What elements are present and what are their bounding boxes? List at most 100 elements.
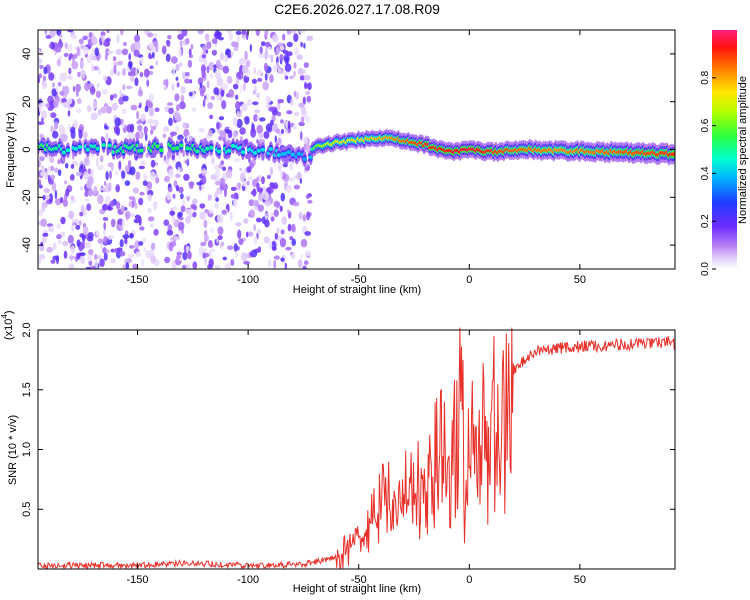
x-tick-label: 0 [466, 574, 472, 586]
spectrogram-cell [263, 62, 268, 72]
spectrogram-cell [153, 228, 159, 236]
spectrogram-cell [38, 48, 41, 58]
spectrogram-cell [119, 250, 126, 257]
spectrogram-cell [95, 146, 100, 151]
spectrogram-cell [67, 110, 71, 117]
spectrogram-cell [300, 116, 305, 124]
spectrogram-cell [253, 114, 258, 122]
spectrogram-cell [91, 56, 98, 61]
spectrogram-cell [86, 236, 94, 242]
spectrogram-cell [82, 234, 86, 242]
spectrogram-cell [147, 193, 152, 202]
spectrogram-cell [54, 189, 58, 200]
spectrogram-cell [264, 73, 268, 81]
spectrogram-cell [51, 88, 57, 97]
spectrogram-cell [233, 243, 238, 252]
spectrogram-cell [259, 134, 265, 139]
spectrogram-cell [127, 253, 135, 259]
spectrogram-cell [61, 150, 67, 155]
spectrogram-cell [41, 235, 47, 244]
spectrogram-cell [240, 84, 243, 94]
spectrogram-cell [208, 61, 215, 71]
spectrogram-cell [124, 211, 131, 219]
spectrogram-cell [184, 78, 191, 84]
spectrogram-cell [206, 65, 210, 74]
spectrogram-cell [75, 89, 79, 98]
spectrogram-cell [256, 139, 259, 144]
spectrogram-cell [304, 250, 312, 257]
y-tick-label: 1.5 [21, 382, 33, 397]
spectrogram-cell [293, 70, 296, 77]
spectrogram-cell [251, 78, 257, 84]
spectrogram-cell [172, 66, 176, 76]
spectrogram-cell [293, 62, 297, 69]
spectrogram-cell [189, 79, 193, 84]
spectrogram-cell [203, 58, 207, 67]
spectrogram-cell [103, 252, 108, 261]
spectrogram-cell [154, 162, 158, 166]
spectrogram-cell [84, 156, 89, 165]
spectrogram-cell [244, 253, 251, 258]
spectrogram-cell [266, 54, 271, 59]
spectrogram-cell [300, 131, 303, 141]
spectrogram-cell [186, 196, 190, 202]
spectrogram-cell [71, 222, 75, 227]
spectrogram-cell [115, 184, 120, 193]
spectrogram-cell [76, 239, 81, 247]
spectrogram-cell [150, 159, 156, 168]
spectrogram-cell [118, 96, 124, 105]
y-tick-label: 0 [21, 146, 33, 152]
spectrogram-cell [252, 90, 256, 95]
spectrogram-cell [196, 181, 203, 186]
spectrogram-cell [289, 162, 294, 171]
spectrogram-cell [103, 103, 108, 108]
spectrogram-cell [40, 110, 48, 120]
spectrogram-cell [122, 84, 126, 91]
spectrogram-cell [265, 46, 268, 56]
spectrogram-cell [155, 177, 160, 184]
spectrogram-cell [216, 213, 224, 224]
spectrogram-cell [270, 212, 275, 218]
spectrogram-cell [247, 99, 252, 107]
spectrogram-cell [134, 214, 141, 220]
spectrogram-cell [116, 71, 121, 76]
top-x-axis-label: Height of straight line (km) [293, 284, 421, 296]
spectrogram-cell [185, 37, 190, 45]
spectrogram-cell [41, 166, 46, 173]
spectrogram-cell [257, 77, 263, 82]
spectrogram-cell [285, 246, 292, 251]
spectrogram-cell [143, 68, 150, 78]
spectrogram-cell [55, 45, 62, 53]
spectrogram-cell [235, 30, 242, 35]
spectrogram-cell [148, 93, 155, 102]
spectrogram-cell [153, 201, 158, 210]
spectrogram-cell [118, 160, 122, 170]
spectrogram-cell [306, 211, 311, 221]
y-tick-label: 40 [21, 48, 33, 60]
spectrogram-cell [103, 228, 107, 236]
spectrogram-cell [300, 238, 308, 248]
spectrogram-cell [243, 75, 250, 84]
spectrogram-cell [231, 41, 238, 48]
spectrogram-cell [124, 237, 128, 245]
spectrogram-cell [107, 234, 114, 240]
spectrogram-cell [115, 201, 121, 210]
spectrogram-cell [216, 121, 220, 130]
spectrogram-cell [52, 255, 60, 261]
spectrogram-cell [38, 178, 42, 187]
spectrogram-cell [210, 228, 214, 233]
top-y-axis-label: Frequency (Hz) [5, 112, 17, 188]
spectrogram-cell [110, 258, 116, 264]
spectrogram-cell [272, 34, 279, 43]
spectrogram-cell [307, 199, 313, 204]
spectrogram-cell [283, 53, 290, 64]
spectrogram-cell [116, 34, 120, 44]
spectrogram-cell [105, 249, 110, 254]
spectrogram-cell [222, 256, 227, 261]
spectrogram-cell [241, 30, 246, 36]
spectrogram-cell [140, 160, 146, 166]
spectrogram-cell [178, 62, 183, 67]
y-tick-label: 0.5 [21, 502, 33, 517]
spectrogram-cell [165, 53, 171, 62]
